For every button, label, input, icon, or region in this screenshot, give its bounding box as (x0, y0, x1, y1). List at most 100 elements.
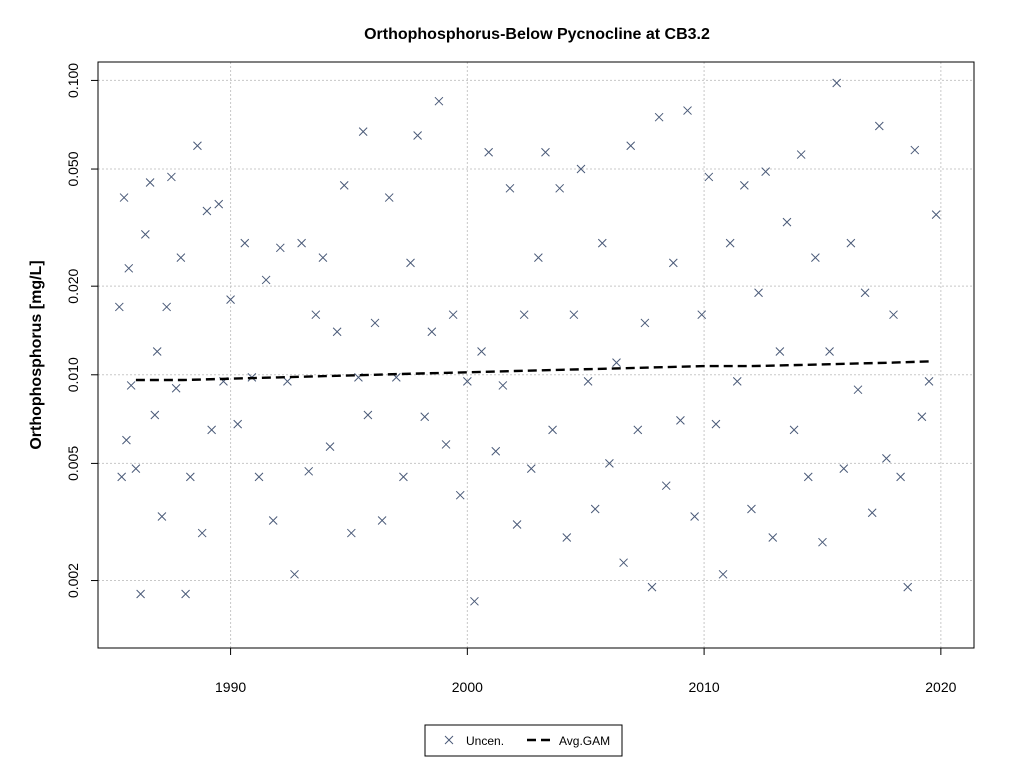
data-point (619, 558, 628, 568)
data-point (541, 147, 550, 157)
data-points-uncensored (114, 78, 941, 606)
y-tick-label-5: 0.100 (65, 63, 81, 98)
data-point (761, 167, 771, 176)
data-point (825, 347, 834, 356)
data-point (846, 238, 856, 248)
y-axis-label: Orthophosphorus [mg/L] (28, 260, 45, 449)
grid (98, 62, 974, 648)
data-point (605, 459, 614, 468)
data-point (122, 435, 131, 445)
data-point (332, 327, 342, 337)
data-point (427, 327, 437, 337)
y-tick-label-2: 0.010 (65, 357, 81, 392)
legend-label-uncen: Uncen. (466, 734, 504, 748)
data-point (325, 442, 335, 452)
data-point (261, 275, 271, 285)
data-point (484, 147, 494, 157)
data-point (185, 472, 195, 482)
data-point (882, 454, 891, 463)
data-point (193, 141, 202, 151)
data-point (377, 516, 387, 525)
legend-label-gam: Avg.GAM (559, 734, 610, 748)
data-point (640, 318, 650, 328)
data-point (860, 288, 870, 298)
data-point (441, 440, 451, 449)
data-point (462, 376, 472, 386)
data-point (832, 78, 842, 88)
data-point (297, 238, 306, 248)
data-point (268, 516, 278, 525)
data-point (782, 217, 792, 227)
data-point (505, 183, 515, 193)
data-point (311, 310, 321, 320)
data-point (555, 183, 565, 193)
data-point (775, 347, 785, 356)
data-point (789, 425, 799, 435)
data-point (339, 181, 349, 190)
data-point (569, 310, 579, 320)
data-point (754, 288, 763, 298)
data-point (903, 582, 913, 592)
data-point (683, 106, 692, 115)
data-point (117, 472, 127, 482)
data-point (704, 172, 714, 182)
data-point (406, 258, 415, 268)
data-point (240, 238, 250, 248)
legend-box (424, 724, 623, 757)
chart-title: Orthophosphorus-Below Pycnocline at CB3.… (364, 26, 710, 43)
data-point (145, 178, 155, 187)
data-point (136, 589, 145, 599)
data-point (818, 537, 827, 547)
data-point (491, 446, 501, 456)
data-point (725, 238, 735, 248)
data-point (358, 127, 368, 136)
data-point (157, 512, 167, 521)
data-point (633, 425, 643, 435)
data-point (226, 295, 235, 305)
data-point (434, 96, 444, 106)
data-point (150, 410, 160, 420)
data-point (413, 131, 422, 140)
y-tick-label-1: 0.005 (65, 446, 81, 481)
data-point (448, 310, 458, 320)
data-point (739, 181, 749, 190)
data-point (304, 466, 314, 476)
data-point (152, 347, 162, 356)
data-point (526, 464, 536, 473)
y-tick-label-3: 0.020 (65, 268, 81, 303)
data-point (399, 472, 408, 482)
data-point (910, 145, 920, 155)
legend-marker-uncen (444, 735, 454, 745)
data-point (126, 381, 136, 390)
data-point (612, 358, 621, 367)
data-point (576, 164, 586, 174)
data-point (119, 193, 129, 202)
data-point (455, 490, 465, 500)
data-point (167, 172, 176, 182)
data-point (207, 425, 216, 435)
data-point (171, 383, 181, 393)
y-tick-label-0: 0.002 (65, 563, 81, 598)
x-tick-label-2: 2010 (689, 679, 720, 695)
data-point (732, 376, 742, 386)
data-point (811, 253, 820, 263)
plot-frame (97, 61, 975, 649)
data-point (477, 347, 486, 356)
data-point (676, 416, 685, 425)
data-point (162, 302, 172, 312)
data-point (690, 512, 699, 521)
gam-line (135, 360, 930, 382)
data-point (534, 253, 543, 263)
data-point (254, 472, 264, 482)
data-point (283, 376, 292, 386)
data-point (697, 310, 707, 320)
data-point (562, 533, 572, 542)
data-point (718, 569, 728, 579)
data-point (668, 258, 678, 268)
data-point (318, 253, 328, 263)
data-point (874, 121, 884, 131)
data-point (597, 238, 607, 248)
data-point (924, 376, 934, 386)
data-point (768, 533, 778, 542)
data-point (176, 253, 186, 263)
